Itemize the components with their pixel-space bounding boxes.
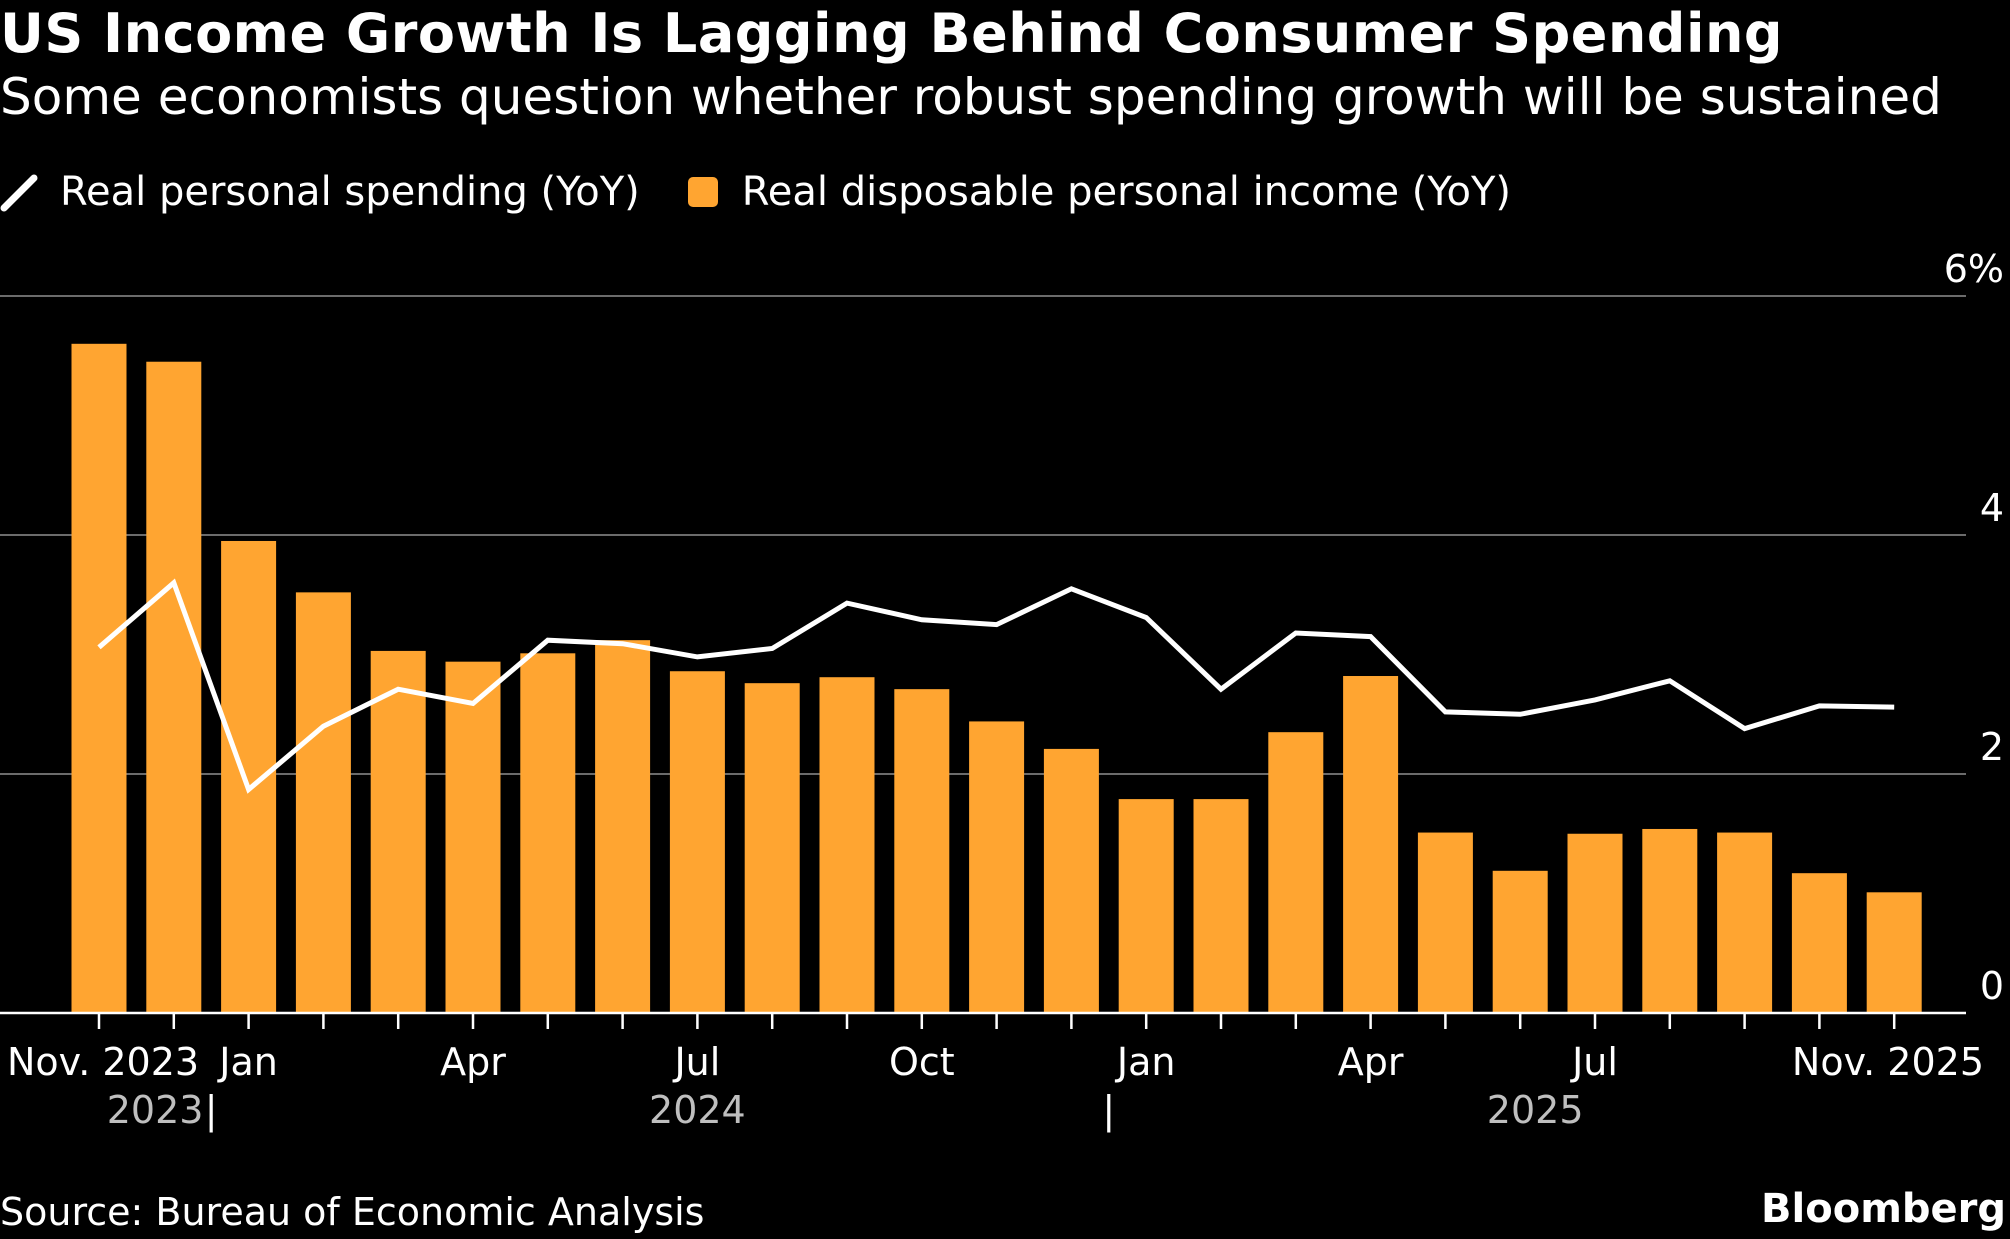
- bar-income-2024-01: [221, 540, 277, 1013]
- bar-income-2024-06: [595, 640, 651, 1013]
- chart-title: US Income Growth Is Lagging Behind Consu…: [0, 2, 1784, 65]
- bar-income-2025-10: [1791, 873, 1847, 1013]
- legend-bar-swatch-icon: [687, 177, 718, 207]
- bar-income-2025-01: [1118, 799, 1174, 1013]
- x-tick-label: Apr: [440, 1040, 506, 1084]
- bar-income-2024-03: [370, 650, 426, 1013]
- legend-item-spending: Real personal spending (YoY): [0, 169, 640, 215]
- bar-income-2025-03: [1268, 732, 1324, 1013]
- bar-income-2025-05: [1417, 832, 1473, 1013]
- bar-income-2024-08: [744, 683, 800, 1013]
- legend-line-swatch-icon: [0, 174, 38, 212]
- bloomberg-logo: Bloomberg: [1761, 1186, 2006, 1232]
- bar-income-2024-02: [295, 592, 351, 1013]
- bar-income-2025-07: [1567, 833, 1623, 1013]
- year-label: 2023: [107, 1088, 204, 1132]
- year-label: 2025: [1487, 1088, 1584, 1132]
- year-separator: |: [1102, 1088, 1115, 1133]
- year-separator: |: [205, 1088, 218, 1133]
- legend: Real personal spending (YoY) Real dispos…: [0, 164, 1551, 220]
- x-tick-label: Apr: [1338, 1040, 1404, 1084]
- y-tick-label: 6%: [1944, 247, 2004, 291]
- x-tick-label: Jul: [1570, 1040, 1618, 1084]
- bar-income-2025-04: [1343, 676, 1399, 1013]
- x-tick-label: Oct: [889, 1040, 955, 1084]
- bar-income-2024-07: [669, 671, 725, 1013]
- bar-income-2024-12: [1043, 748, 1099, 1013]
- bar-income-2024-05: [520, 653, 576, 1013]
- year-label: 2024: [649, 1088, 746, 1132]
- x-tick-label: Nov. 2025: [1792, 1040, 1984, 1084]
- y-tick-label: 4: [1980, 486, 2004, 530]
- bar-income-2025-09: [1717, 832, 1773, 1013]
- bar-income-2025-06: [1492, 870, 1548, 1013]
- source-note: Source: Bureau of Economic Analysis: [0, 1190, 705, 1234]
- bar-income-2024-04: [445, 661, 501, 1013]
- x-tick-label: Jul: [672, 1040, 720, 1084]
- legend-item-income: Real disposable personal income (YoY): [680, 169, 1511, 215]
- y-tick-label: 0: [1980, 964, 2004, 1008]
- bar-income-2024-09: [819, 677, 875, 1013]
- bar-income-2023-11: [71, 343, 127, 1013]
- x-tick-label: Jan: [217, 1040, 278, 1084]
- y-tick-label: 2: [1980, 725, 2004, 769]
- chart-subtitle: Some economists question whether robust …: [0, 68, 1942, 126]
- bar-income-2025-02: [1193, 799, 1249, 1013]
- bar-income-2025-11: [1866, 892, 1922, 1013]
- legend-label-income: Real disposable personal income (YoY): [741, 169, 1512, 215]
- legend-label-spending: Real personal spending (YoY): [60, 169, 640, 215]
- bar-income-2023-12: [146, 361, 202, 1014]
- bar-income-2024-10: [894, 689, 950, 1013]
- x-tick-label: Nov. 2023: [7, 1040, 199, 1084]
- x-tick-label: Jan: [1115, 1040, 1176, 1084]
- bar-income-2024-11: [969, 721, 1025, 1013]
- bar-income-2025-08: [1642, 828, 1698, 1013]
